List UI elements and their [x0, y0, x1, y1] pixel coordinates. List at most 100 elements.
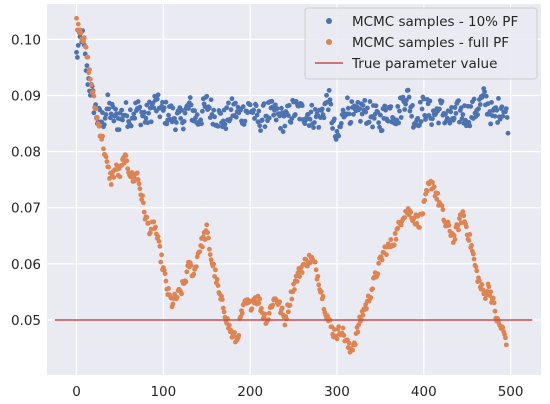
data-point: [417, 99, 423, 105]
data-point: [398, 115, 404, 120]
data-point: [247, 102, 253, 108]
data-point: [103, 154, 109, 160]
data-point: [146, 110, 151, 116]
data-point: [208, 97, 214, 103]
data-point: [336, 324, 342, 330]
data-point: [397, 108, 402, 114]
tick-labels: 0 100 200 300 400 500 0.05 0.06 0.07 0.08 0.09 0.10: [11, 32, 524, 400]
data-point: [409, 113, 415, 119]
data-point: [407, 108, 413, 114]
data-point: [179, 107, 184, 113]
data-point: [279, 305, 285, 311]
data-point: [198, 117, 204, 123]
data-point: [179, 291, 184, 297]
data-point: [153, 224, 158, 230]
data-point: [259, 117, 265, 123]
data-point: [471, 96, 477, 102]
data-point: [312, 120, 317, 125]
data-point: [111, 118, 117, 124]
data-point: [119, 107, 125, 113]
data-point: [370, 286, 375, 292]
data-point: [326, 87, 332, 93]
data-point: [379, 257, 385, 263]
data-point: [74, 54, 80, 60]
data-point: [350, 347, 355, 353]
data-point: [101, 146, 106, 152]
data-point: [134, 170, 140, 176]
data-point: [132, 115, 138, 121]
data-point: [222, 121, 228, 127]
data-point: [269, 98, 275, 104]
data-point: [333, 136, 339, 142]
data-point: [155, 92, 161, 98]
data-point: [75, 42, 81, 48]
data-point: [81, 35, 87, 41]
data-point: [490, 295, 496, 301]
data-point: [327, 97, 333, 103]
data-point: [226, 322, 232, 328]
data-point: [489, 100, 494, 105]
data-point: [400, 94, 406, 100]
data-point: [309, 102, 315, 108]
data-point: [467, 123, 473, 129]
data-point: [461, 213, 467, 219]
data-point: [270, 302, 276, 308]
data-point: [382, 103, 388, 109]
data-point: [151, 105, 157, 111]
data-point: [214, 276, 220, 282]
data-point: [117, 174, 123, 180]
data-point: [84, 63, 90, 69]
x-tick-label: 100: [150, 384, 176, 400]
data-point: [487, 293, 493, 298]
data-point: [278, 126, 283, 131]
data-point: [257, 123, 263, 129]
data-point: [181, 118, 187, 124]
data-point: [324, 92, 329, 98]
data-point: [308, 109, 314, 115]
data-point: [403, 101, 408, 107]
data-point: [452, 105, 458, 110]
data-point: [434, 196, 440, 202]
data-point: [173, 120, 179, 125]
data-point: [285, 113, 291, 119]
data-point: [107, 115, 113, 121]
data-point: [103, 112, 109, 117]
data-point: [471, 256, 477, 262]
data-point: [488, 289, 494, 295]
data-point: [266, 115, 272, 121]
data-point: [402, 215, 408, 220]
data-point: [213, 267, 218, 273]
data-point: [363, 109, 369, 115]
data-point: [106, 106, 112, 112]
data-point: [192, 108, 197, 114]
data-point: [160, 99, 165, 105]
data-point: [199, 121, 204, 127]
data-point: [443, 111, 448, 117]
data-point: [182, 110, 188, 116]
data-point: [242, 118, 248, 124]
data-point: [482, 89, 487, 95]
data-point: [111, 175, 117, 180]
data-point: [166, 286, 171, 291]
data-point: [282, 322, 288, 328]
data-point: [346, 340, 352, 346]
data-point: [208, 257, 214, 263]
data-point: [331, 116, 337, 122]
data-point: [319, 106, 325, 112]
data-point: [456, 216, 462, 221]
data-point: [162, 271, 168, 277]
data-point: [483, 93, 489, 99]
data-point: [88, 82, 94, 88]
data-point: [479, 282, 485, 287]
data-point: [154, 96, 160, 102]
data-point: [159, 252, 165, 258]
data-point: [292, 287, 297, 292]
data-point: [499, 104, 505, 110]
data-point: [456, 227, 461, 233]
data-point: [466, 238, 472, 243]
data-point: [330, 125, 336, 131]
data-point: [233, 100, 238, 106]
data-point: [299, 270, 305, 275]
data-point: [346, 111, 352, 117]
data-point: [78, 30, 84, 36]
